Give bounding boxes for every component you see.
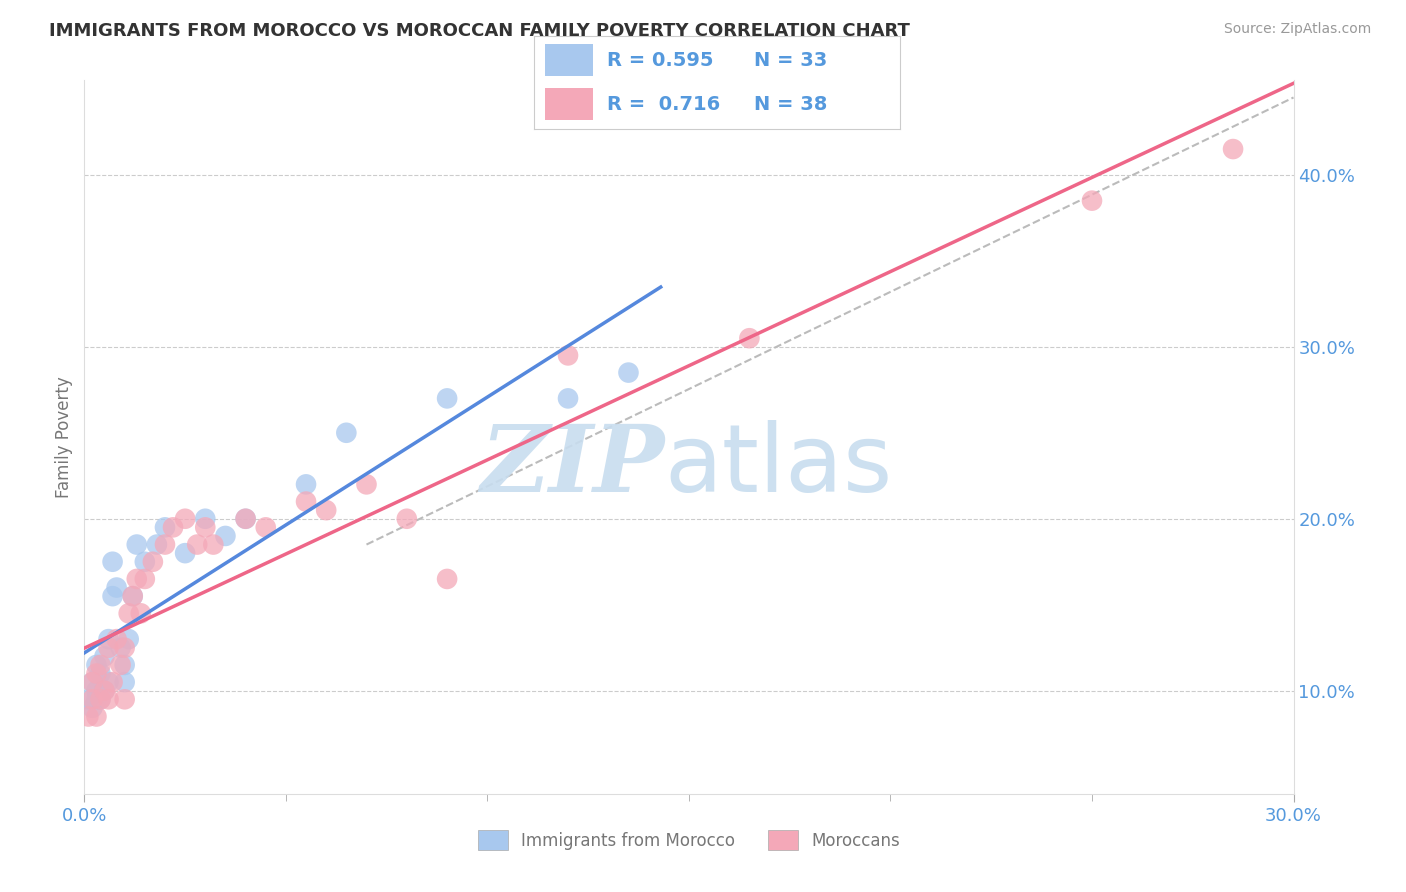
Legend: Immigrants from Morocco, Moroccans: Immigrants from Morocco, Moroccans bbox=[471, 823, 907, 857]
Point bbox=[93, 649, 115, 664]
Point bbox=[186, 537, 208, 551]
Point bbox=[89, 692, 111, 706]
Point bbox=[153, 520, 176, 534]
Text: Source: ZipAtlas.com: Source: ZipAtlas.com bbox=[1223, 22, 1371, 37]
Text: IMMIGRANTS FROM MOROCCO VS MOROCCAN FAMILY POVERTY CORRELATION CHART: IMMIGRANTS FROM MOROCCO VS MOROCCAN FAMI… bbox=[49, 22, 910, 40]
Y-axis label: Family Poverty: Family Poverty bbox=[55, 376, 73, 498]
Point bbox=[86, 683, 108, 698]
Point bbox=[174, 546, 197, 560]
Point bbox=[129, 607, 152, 621]
Point bbox=[134, 572, 156, 586]
Point bbox=[214, 529, 236, 543]
Point bbox=[557, 348, 579, 362]
Point bbox=[86, 692, 108, 706]
Point bbox=[97, 632, 120, 647]
Point bbox=[121, 589, 143, 603]
Point bbox=[617, 366, 640, 380]
Point bbox=[134, 555, 156, 569]
Point bbox=[97, 675, 120, 690]
Point bbox=[82, 701, 104, 715]
Point bbox=[105, 632, 128, 647]
Point bbox=[101, 675, 124, 690]
Point bbox=[93, 683, 115, 698]
Point bbox=[125, 537, 148, 551]
Point bbox=[101, 555, 124, 569]
Text: R = 0.595: R = 0.595 bbox=[607, 51, 714, 70]
Point bbox=[86, 657, 108, 672]
Point bbox=[315, 503, 337, 517]
Text: N = 38: N = 38 bbox=[754, 95, 827, 113]
Point bbox=[86, 666, 108, 681]
Point bbox=[86, 709, 108, 723]
Point bbox=[146, 537, 169, 551]
Point bbox=[97, 640, 120, 655]
Point bbox=[82, 675, 104, 690]
Point bbox=[194, 520, 217, 534]
Point bbox=[114, 675, 136, 690]
Point bbox=[93, 683, 115, 698]
Text: ZIP: ZIP bbox=[481, 421, 665, 510]
Point bbox=[114, 657, 136, 672]
Point bbox=[1222, 142, 1244, 156]
Point bbox=[121, 589, 143, 603]
Point bbox=[118, 632, 141, 647]
Point bbox=[174, 512, 197, 526]
Text: N = 33: N = 33 bbox=[754, 51, 827, 70]
Point bbox=[235, 512, 257, 526]
Point bbox=[153, 537, 176, 551]
Point bbox=[335, 425, 357, 440]
Point bbox=[77, 692, 100, 706]
Point bbox=[89, 657, 111, 672]
Point bbox=[1081, 194, 1104, 208]
Point bbox=[82, 675, 104, 690]
Point bbox=[82, 692, 104, 706]
Point bbox=[97, 692, 120, 706]
Point bbox=[162, 520, 184, 534]
Point bbox=[89, 692, 111, 706]
Point bbox=[101, 589, 124, 603]
Point bbox=[105, 581, 128, 595]
Point bbox=[114, 640, 136, 655]
Point bbox=[118, 607, 141, 621]
Point bbox=[110, 657, 132, 672]
Point bbox=[436, 392, 458, 406]
Point bbox=[110, 640, 132, 655]
Point bbox=[436, 572, 458, 586]
Point bbox=[356, 477, 378, 491]
Point bbox=[202, 537, 225, 551]
FancyBboxPatch shape bbox=[546, 44, 593, 76]
Text: R =  0.716: R = 0.716 bbox=[607, 95, 721, 113]
Point bbox=[557, 392, 579, 406]
Point bbox=[194, 512, 217, 526]
Point bbox=[114, 692, 136, 706]
Point bbox=[254, 520, 277, 534]
FancyBboxPatch shape bbox=[546, 88, 593, 120]
Point bbox=[295, 477, 318, 491]
Point bbox=[142, 555, 165, 569]
Point bbox=[295, 494, 318, 508]
Point bbox=[235, 512, 257, 526]
Point bbox=[89, 666, 111, 681]
Point bbox=[395, 512, 418, 526]
Point bbox=[125, 572, 148, 586]
Text: atlas: atlas bbox=[665, 419, 893, 512]
Point bbox=[738, 331, 761, 345]
Point bbox=[77, 709, 100, 723]
